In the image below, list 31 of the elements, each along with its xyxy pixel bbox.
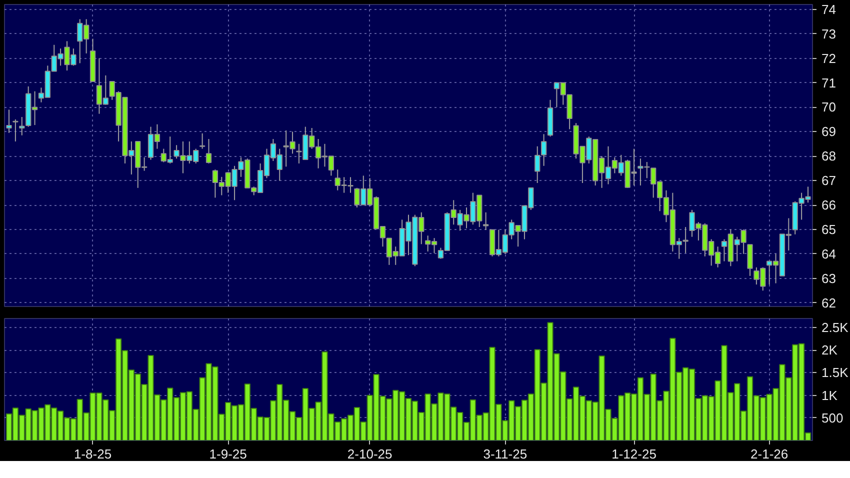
x-tick-label: 2-1-26 xyxy=(750,446,788,462)
y-tick-label: 62 xyxy=(822,295,836,310)
candlestick xyxy=(12,118,18,142)
y-tick-label: 64 xyxy=(822,246,836,262)
y-tick-label: 2.5K xyxy=(822,320,849,336)
y-tick-label: 63 xyxy=(822,270,836,286)
y-tick-label: 74 xyxy=(822,2,836,17)
candlestick xyxy=(206,138,212,164)
y-tick-label: 2K xyxy=(822,342,838,358)
candlestick xyxy=(199,132,206,150)
y-tick-label: 68 xyxy=(822,148,836,164)
candlestick xyxy=(6,109,12,134)
y-tick-label: 72 xyxy=(822,50,836,66)
y-tick-label: 66 xyxy=(822,198,836,213)
candlestick xyxy=(19,116,25,136)
y-tick-label: 70 xyxy=(822,100,836,115)
y-tick-label: 1K xyxy=(822,388,838,403)
x-tick-label: 1-9-25 xyxy=(209,446,247,462)
x-tick-label: 1-12-25 xyxy=(612,446,656,462)
y-tick-label: 71 xyxy=(822,75,836,90)
y-tick-label: 69 xyxy=(822,124,836,140)
candlestick xyxy=(483,212,489,230)
y-tick-label: 500 xyxy=(822,410,844,426)
x-tick-label: 1-8-25 xyxy=(74,446,112,462)
x-tick-label: 3-11-25 xyxy=(483,446,528,462)
y-tick-label: 65 xyxy=(822,222,836,237)
candlestick xyxy=(747,244,753,276)
y-tick-label: 67 xyxy=(822,173,836,188)
y-tick-label: 1.5K xyxy=(822,365,849,380)
x-tick-label: 2-10-25 xyxy=(347,446,392,462)
y-tick-label: 73 xyxy=(822,26,836,42)
